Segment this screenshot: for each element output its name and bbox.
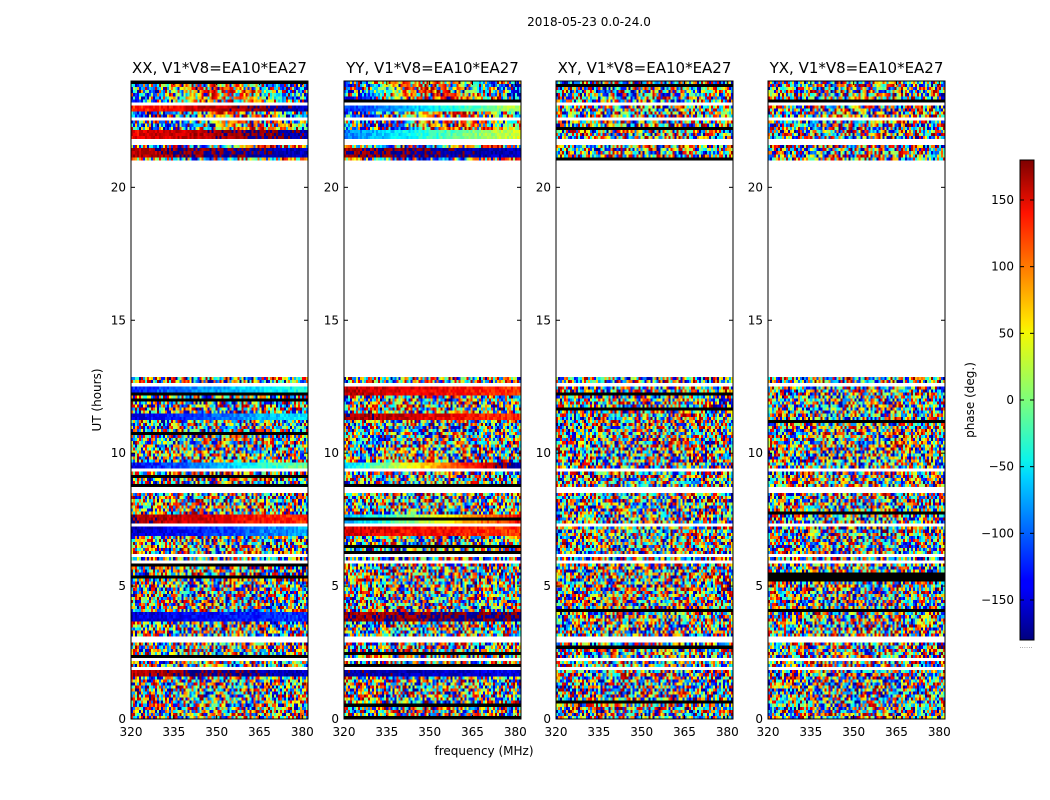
x-tick-label: 365 xyxy=(885,725,908,739)
x-tick-label: 350 xyxy=(205,725,228,739)
y-tick-label: 5 xyxy=(118,579,126,593)
x-tick-label: 350 xyxy=(418,725,441,739)
x-axis-label: frequency (MHz) xyxy=(434,744,533,758)
x-tick-label: 380 xyxy=(928,725,951,739)
x-tick-label: 320 xyxy=(757,725,780,739)
x-tick-label: 380 xyxy=(291,725,314,739)
y-tick-label: 0 xyxy=(755,712,763,726)
x-tick-label: 335 xyxy=(162,725,185,739)
panel-yy: YY, V1*V8=EA10*EA27 320 335 350 365 380 0 5 10 15… xyxy=(324,59,527,739)
x-tick-label: 365 xyxy=(461,725,484,739)
y-tick-label: 20 xyxy=(536,180,551,194)
y-tick-label: 10 xyxy=(748,446,763,460)
x-tick-label: 365 xyxy=(248,725,271,739)
panel-title: XX, V1*V8=EA10*EA27 xyxy=(132,59,307,77)
y-tick-label: 20 xyxy=(324,180,339,194)
y-tick-label: 10 xyxy=(111,446,126,460)
colorbar-ticks: 150 100 50 0 −50 −100 −150 xyxy=(981,193,1034,607)
y-tick-label: 15 xyxy=(324,313,339,327)
x-tick-label: 320 xyxy=(120,725,143,739)
figure-suptitle: 2018-05-23 0.0-24.0 xyxy=(527,15,651,29)
heatmap-image xyxy=(768,81,945,719)
x-tick-label: 380 xyxy=(504,725,527,739)
y-tick-label: 20 xyxy=(748,180,763,194)
x-tick-label: 320 xyxy=(333,725,356,739)
x-tick-label: 335 xyxy=(587,725,610,739)
colorbar-tick-label: −50 xyxy=(989,460,1014,474)
x-tick-label: 320 xyxy=(545,725,568,739)
colorbar-footer: ...... xyxy=(1019,642,1032,650)
axes-frame xyxy=(555,80,734,720)
colorbar-tick-label: 150 xyxy=(991,193,1014,207)
axes-frame xyxy=(767,80,946,720)
y-tick-label: 15 xyxy=(536,313,551,327)
y-axis-label: UT (hours) xyxy=(90,368,104,431)
colorbar: 150 100 50 0 −50 −100 −150 phase (deg.) ...... xyxy=(963,159,1035,650)
panel-title: XY, V1*V8=EA10*EA27 xyxy=(558,59,732,77)
x-tick-label: 380 xyxy=(716,725,739,739)
colorbar-tick-label: 0 xyxy=(1006,393,1014,407)
colorbar-tick-label: −150 xyxy=(981,593,1014,607)
y-tick-label: 10 xyxy=(324,446,339,460)
x-tick-label: 350 xyxy=(630,725,653,739)
x-tick-label: 335 xyxy=(375,725,398,739)
y-tick-label: 5 xyxy=(543,579,551,593)
y-tick-label: 20 xyxy=(111,180,126,194)
heatmap-image xyxy=(131,81,308,719)
panel-xy: XY, V1*V8=EA10*EA27 320 335 350 365 380 0 5 10 15… xyxy=(536,59,739,739)
panel-xx: XX, V1*V8=EA10*EA27 320 335 350 365 380 0 5 10 15… xyxy=(111,59,314,739)
axes-frame xyxy=(130,80,309,720)
panel-title: YX, V1*V8=EA10*EA27 xyxy=(769,59,944,77)
panels: XX, V1*V8=EA10*EA27 320 335 350 365 380 0 5 10 15… xyxy=(111,59,951,739)
y-tick-label: 15 xyxy=(111,313,126,327)
colorbar-tick-label: −100 xyxy=(981,526,1014,540)
colorbar-label: phase (deg.) xyxy=(963,362,977,438)
y-tick-label: 0 xyxy=(543,712,551,726)
x-tick-label: 365 xyxy=(673,725,696,739)
heatmap-image xyxy=(344,81,521,719)
y-tick-label: 5 xyxy=(331,579,339,593)
y-tick-label: 0 xyxy=(118,712,126,726)
axes-frame xyxy=(343,80,522,720)
heatmap-image xyxy=(556,81,733,719)
colorbar-tick-label: 50 xyxy=(999,326,1014,340)
panel-yx: YX, V1*V8=EA10*EA27 320 335 350 365 380 0 5 10 15… xyxy=(748,59,951,739)
colorbar-tick-label: 100 xyxy=(991,260,1014,274)
x-tick-label: 350 xyxy=(842,725,865,739)
y-tick-label: 15 xyxy=(748,313,763,327)
y-tick-label: 0 xyxy=(331,712,339,726)
y-tick-label: 10 xyxy=(536,446,551,460)
panel-title: YY, V1*V8=EA10*EA27 xyxy=(345,59,519,77)
x-tick-label: 335 xyxy=(799,725,822,739)
y-tick-label: 5 xyxy=(755,579,763,593)
